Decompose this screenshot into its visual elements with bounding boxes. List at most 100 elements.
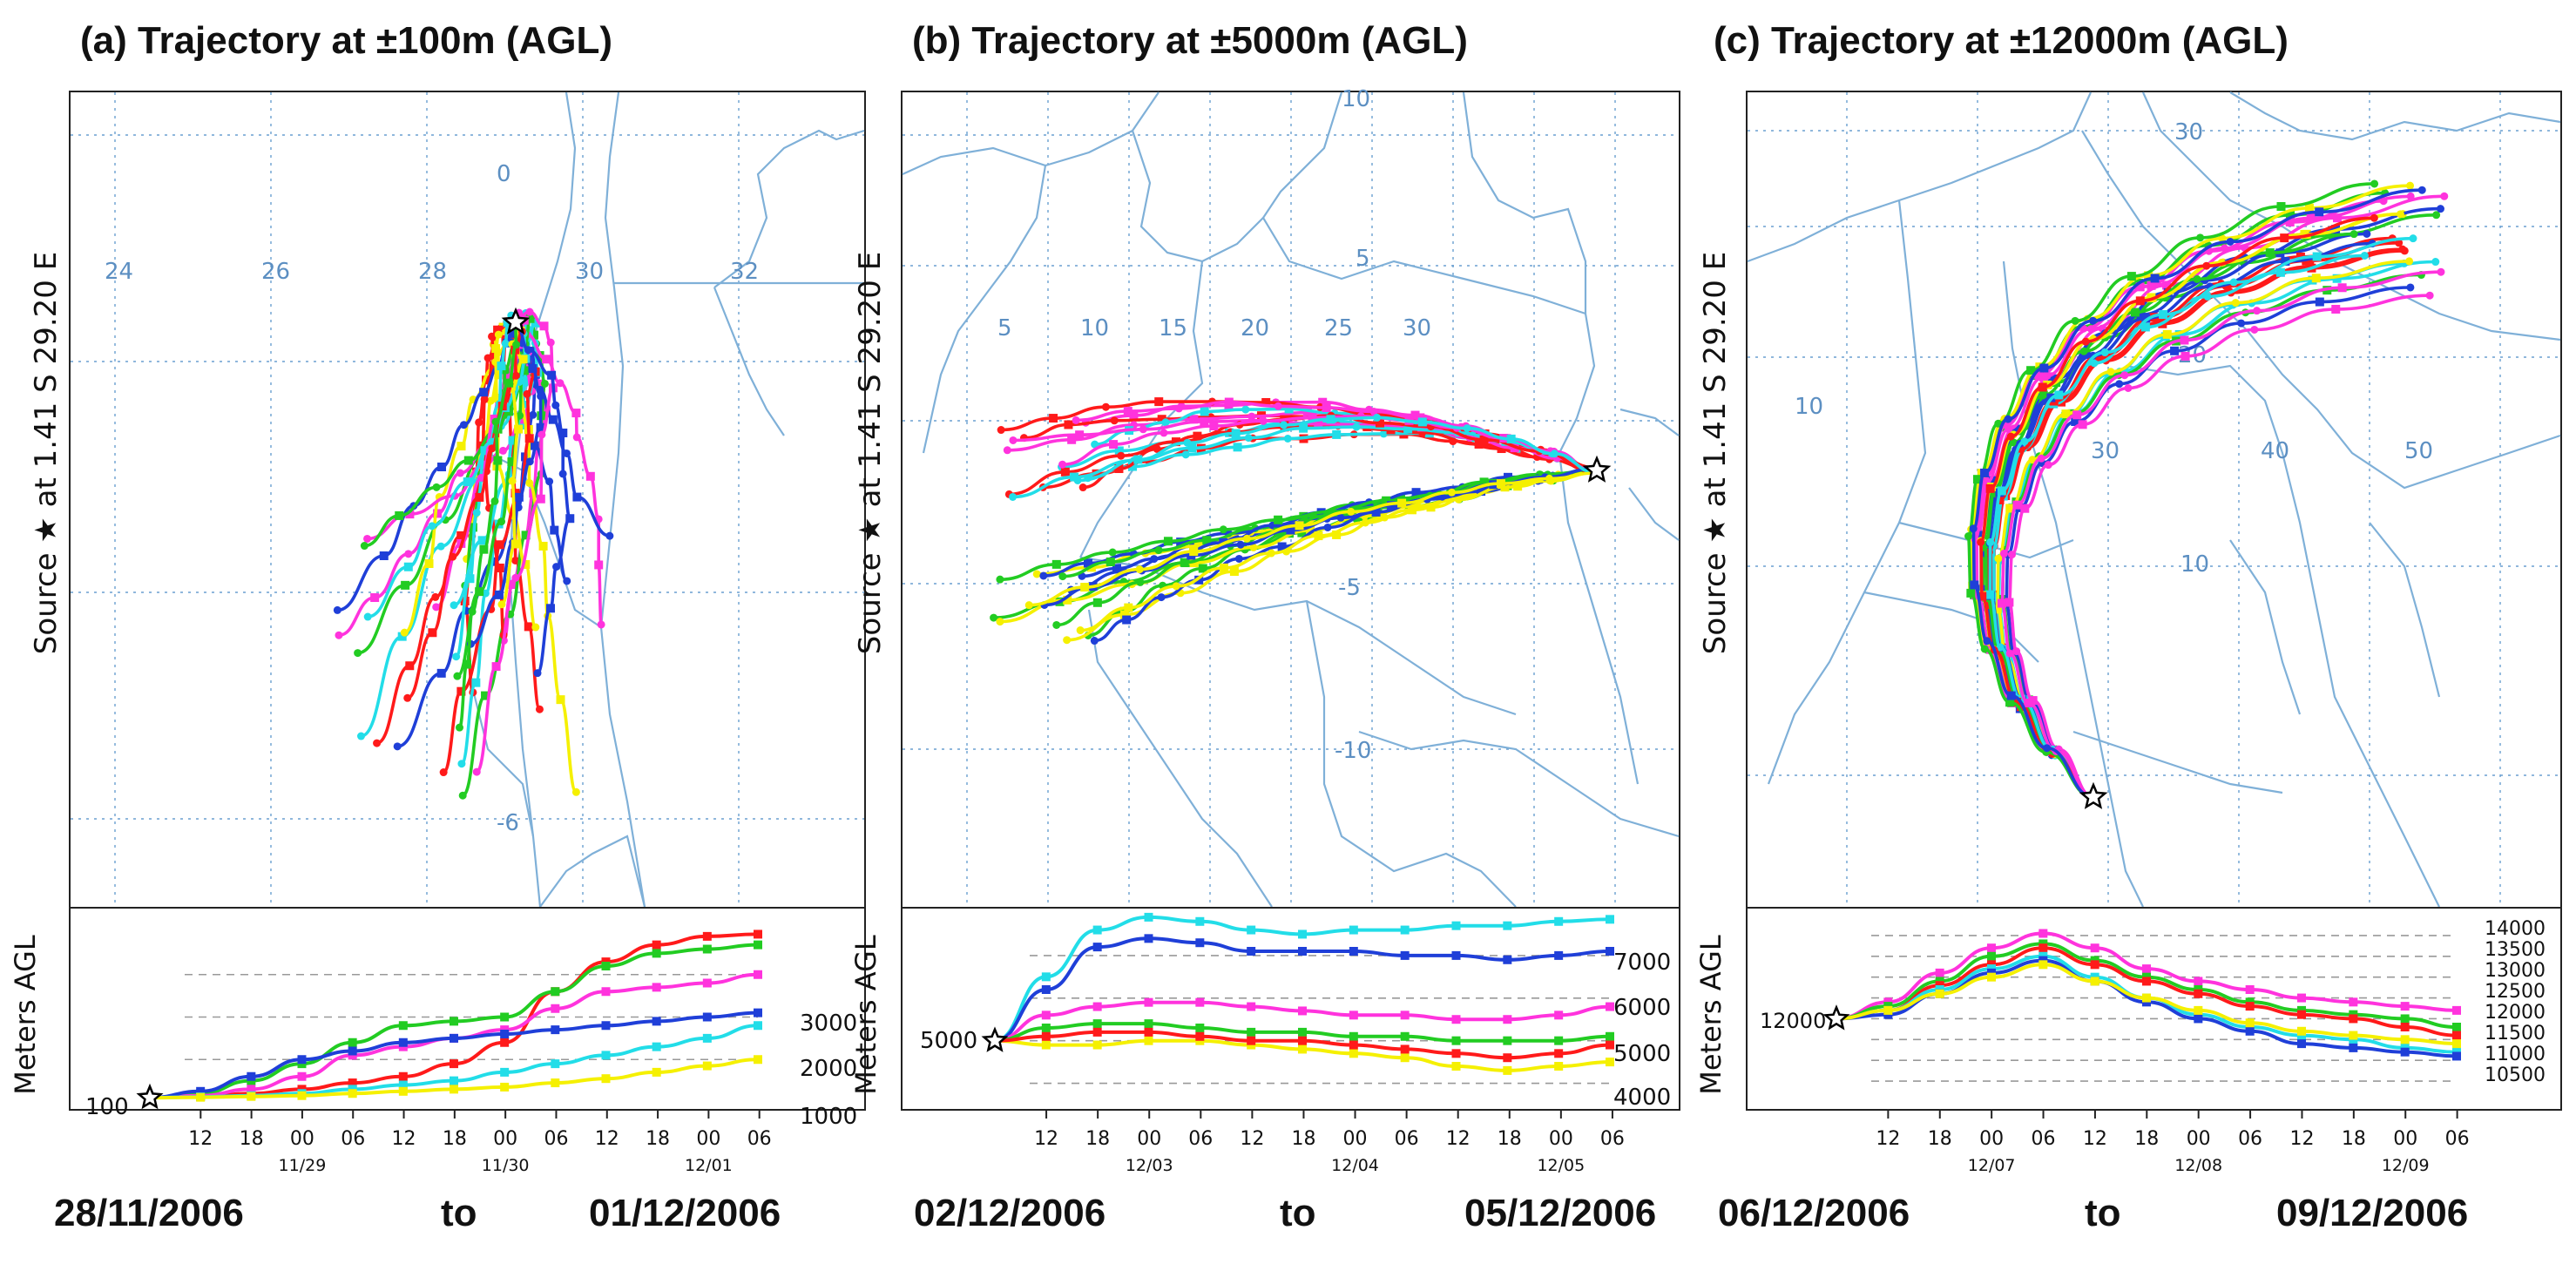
height-series-point-blue: [2400, 1047, 2410, 1057]
height-series-point-cyan: [1554, 916, 1564, 926]
panel-c-trajectory-marker: [2039, 363, 2049, 373]
height-series-point-red: [1349, 1040, 1358, 1050]
height-series-point-blue: [2245, 1026, 2255, 1036]
panel-b-trajectory-marker: [1153, 444, 1161, 453]
height-series-point-magenta: [1092, 1002, 1102, 1011]
panel-b-trajectory-marker: [1119, 610, 1129, 619]
panel-b-trajectory-marker: [1277, 542, 1287, 551]
panel-a-title: (a) Trajectory at ±100m (AGL): [80, 19, 612, 62]
panel-b-trajectory-marker: [1160, 429, 1168, 437]
panel-a-trajectory-marker: [472, 509, 481, 517]
panel-a-trajectory-marker: [537, 392, 545, 401]
panel-b-trajectory-marker: [1157, 415, 1166, 424]
panel-c-trajectory-marker: [2436, 205, 2444, 213]
panel-a-trajectory-marker: [465, 574, 475, 584]
panel-b-trajectory-marker: [1114, 446, 1124, 456]
time-tick-label: 12: [2289, 1128, 2314, 1150]
panel-a-time-axis: 12 18 00 06 12 18 00 06 12 18 00 06 11/29 11/30 12/01: [188, 1110, 772, 1175]
panel-b-trajectory-marker: [1504, 472, 1513, 482]
panel-c-trajectory-marker: [2286, 210, 2295, 220]
height-series-point-red: [1503, 1053, 1512, 1063]
panel-b-trajectory-marker: [1091, 440, 1099, 449]
height-series-point-red: [1606, 1040, 1614, 1050]
height-start-label: 5000: [920, 1028, 977, 1054]
height-series-point-magenta: [601, 987, 611, 997]
panel-b-trajectory-marker: [1550, 449, 1558, 458]
panel-b-trajectory-marker: [996, 575, 1004, 584]
panel-c-trajectory-marker: [2315, 297, 2324, 307]
panel-a-trajectory-marker: [397, 632, 407, 641]
panel-c-trajectory-marker: [2202, 261, 2211, 270]
panel-a-trajectory-marker: [405, 510, 415, 519]
time-tick-label: 18: [2134, 1128, 2159, 1150]
height-series-point-cyan: [1298, 929, 1307, 939]
panel-b-trajectory-marker: [1242, 534, 1251, 543]
height-series-point-green: [1606, 1031, 1614, 1041]
height-tick: 5000: [1613, 1041, 1671, 1067]
height-series-point-yellow: [2038, 960, 2048, 970]
panel-a-trajectory-marker: [491, 344, 501, 354]
panel-b-trajectory-marker: [1135, 565, 1144, 574]
panel-b-source-label: Source ★ at 1.41 S 29.20 E: [853, 252, 888, 654]
height-series-point-magenta: [702, 978, 712, 988]
height-series-point-yellow: [1503, 1065, 1512, 1075]
panel-a-trajectory-marker: [491, 417, 500, 426]
panel-c-trajectory-marker: [2311, 274, 2321, 283]
panel-c-trajectory-marker: [2304, 203, 2314, 213]
panel-b-trajectory-marker: [1297, 528, 1307, 537]
panel-c-trajectory-marker: [2100, 348, 2109, 357]
panel-b-trajectory-marker: [1114, 464, 1124, 474]
lon-label: 30: [575, 259, 604, 285]
panel-b-trajectory-marker: [1136, 578, 1145, 586]
panel-b-trajectory-marker: [1105, 558, 1115, 567]
panel-c-trajectory-marker: [2226, 237, 2235, 246]
lon-label: 50: [2404, 438, 2433, 464]
panel-a-trajectories: [333, 307, 614, 800]
panel-c-date-until: 09/12/2006: [2276, 1192, 2469, 1234]
panel-c-trajectory-marker: [2038, 372, 2048, 382]
panel-c-trajectory-marker: [2162, 281, 2172, 290]
height-series-point-green: [1144, 1019, 1153, 1029]
panel-a-trajectory-marker: [493, 325, 503, 335]
height-series-point-cyan: [1092, 925, 1102, 935]
panel-b-trajectory-marker: [1244, 434, 1253, 443]
height-series-point-blue: [1554, 950, 1564, 960]
panel-b-trajectory-marker: [1109, 440, 1119, 449]
panel-c-trajectory-marker: [2253, 307, 2262, 315]
height-series-point-magenta: [2297, 993, 2306, 1003]
panel-b-trajectory-marker: [1200, 417, 1209, 427]
panel-b-trajectory-marker: [1496, 479, 1505, 489]
height-series-point-yellow: [2400, 1035, 2410, 1044]
height-series-point-yellow: [1883, 1005, 1893, 1015]
height-series-point-magenta: [754, 970, 762, 979]
panel-b-trajectory-marker: [1067, 435, 1077, 444]
panel-c-trajectory-marker: [2405, 257, 2414, 266]
panel-a-trajectory-line: [517, 314, 603, 626]
panel-b-trajectory-marker: [1299, 423, 1308, 433]
source-star-icon: [501, 307, 531, 335]
panel-a-date-to-word: to: [441, 1192, 477, 1234]
time-tick-label: 18: [1291, 1128, 1315, 1150]
panel-c-trajectory-marker: [2281, 256, 2290, 266]
panel-c-trajectory-marker: [1971, 591, 1981, 600]
panel-b-trajectory-marker: [1267, 549, 1275, 558]
panel-c-trajectory-marker: [1980, 468, 1990, 477]
panel-b-trajectory-marker: [1090, 637, 1099, 646]
time-tick-label: 06: [341, 1128, 365, 1150]
panel-b-date-until: 05/12/2006: [1464, 1192, 1657, 1234]
height-series-point-magenta: [1987, 943, 1996, 953]
panel-b-trajectory-marker: [1084, 474, 1092, 483]
panel-b-trajectory-marker: [1369, 407, 1378, 416]
panel-a-trajectory-marker: [479, 544, 489, 554]
height-series-point-blue: [1400, 950, 1410, 960]
panel-a-trajectory-marker: [545, 477, 554, 486]
time-tick-label: 00: [290, 1128, 314, 1150]
height-series-point-red: [2038, 943, 2048, 953]
day-tick-label: 12/09: [2382, 1156, 2430, 1175]
panel-c-trajectory-marker: [1966, 588, 1976, 598]
panel-c-trajectory-marker: [2409, 234, 2417, 243]
panel-b-trajectory-marker: [1123, 407, 1132, 416]
panel-c-trajectory-marker: [2037, 454, 2045, 463]
panel-c-trajectory-marker: [2237, 319, 2246, 328]
panel-b-trajectory-marker: [1302, 408, 1312, 417]
